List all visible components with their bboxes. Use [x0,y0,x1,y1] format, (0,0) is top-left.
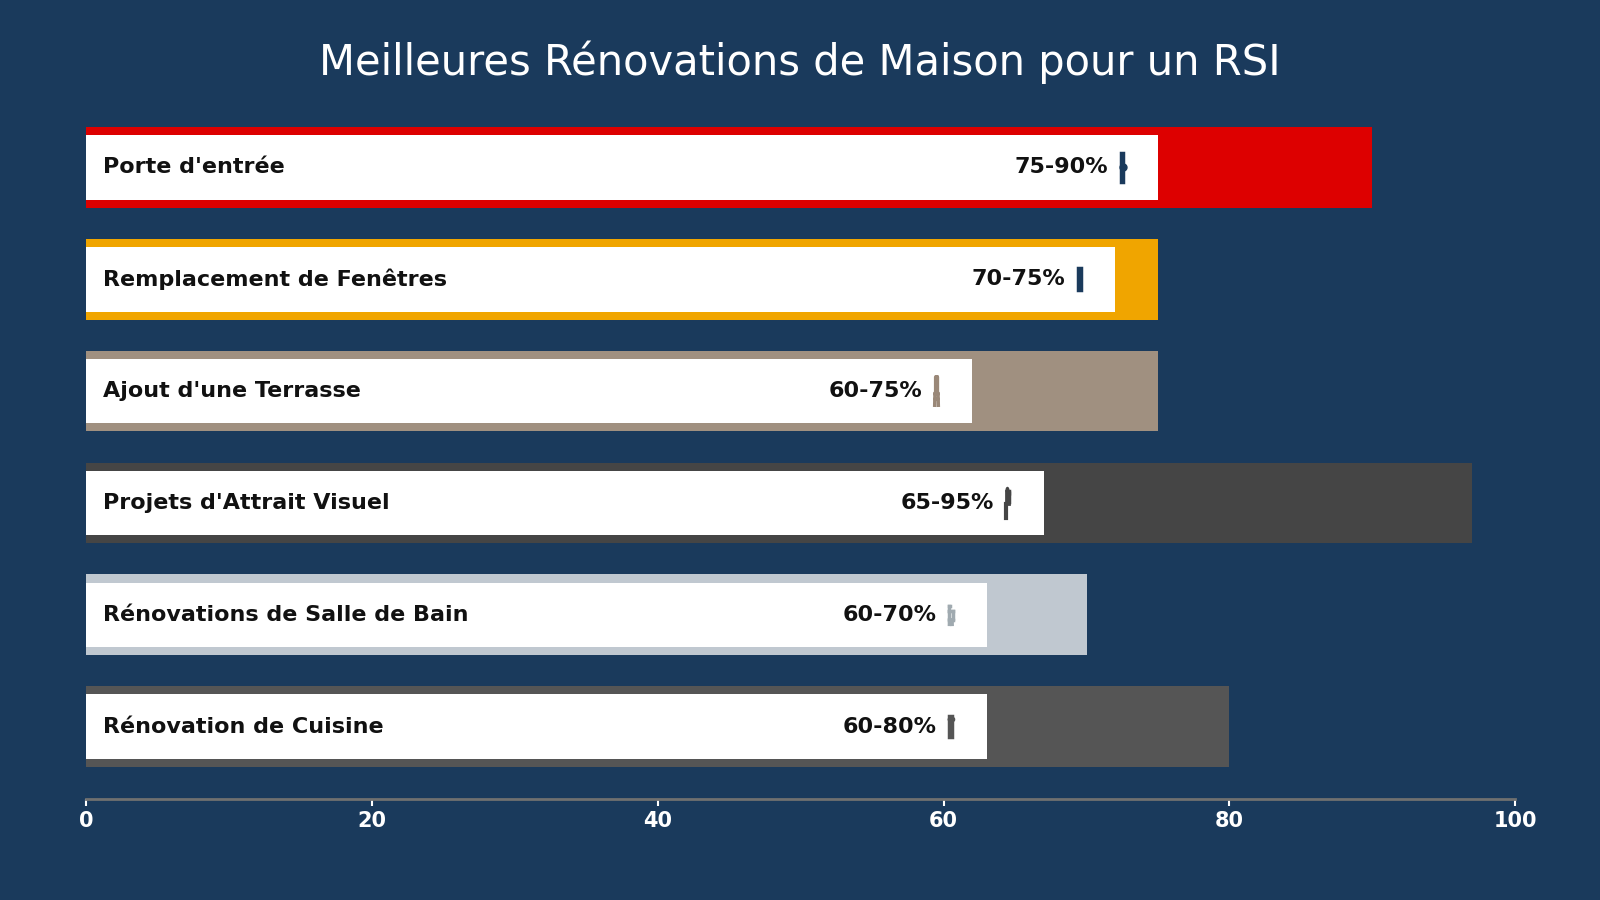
Bar [86,135,1158,200]
Text: 60-70%: 60-70% [843,605,936,625]
Text: Rénovations de Salle de Bain: Rénovations de Salle de Bain [104,605,469,625]
Text: 70-75%: 70-75% [971,269,1066,289]
Bar [86,687,1229,767]
Text: Projets d'Attrait Visuel: Projets d'Attrait Visuel [104,493,390,513]
Bar [950,720,952,732]
Text: Porte d'entrée: Porte d'entrée [104,158,285,177]
Text: Rénovation de Cuisine: Rénovation de Cuisine [104,716,384,736]
Bar [86,582,987,647]
Text: Ajout d'une Terrasse: Ajout d'une Terrasse [104,381,362,401]
Bar [86,574,1086,655]
Polygon shape [1006,488,1010,491]
Text: Remplacement de Fenêtres: Remplacement de Fenêtres [104,268,448,290]
Bar [86,359,973,423]
Text: Meilleures Rénovations de Maison pour un RSI: Meilleures Rénovations de Maison pour un… [318,40,1282,84]
Bar [86,248,1115,311]
Text: 75-90%: 75-90% [1014,158,1107,177]
Bar [949,716,952,737]
Bar [86,471,1043,536]
Bar [86,239,1158,320]
Bar [1122,153,1123,182]
Text: 65-95%: 65-95% [901,493,994,513]
Bar [1078,268,1082,290]
Text: 60-75%: 60-75% [829,381,922,401]
Text: 60-80%: 60-80% [843,716,936,736]
Bar [86,127,1373,208]
Bar [86,694,987,759]
Bar [86,351,1158,431]
Bar [1006,491,1010,504]
Bar [86,463,1472,544]
